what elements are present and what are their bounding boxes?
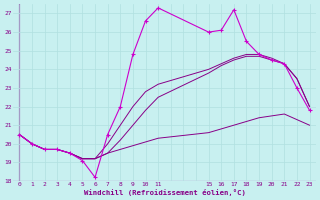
X-axis label: Windchill (Refroidissement éolien,°C): Windchill (Refroidissement éolien,°C) xyxy=(84,189,245,196)
